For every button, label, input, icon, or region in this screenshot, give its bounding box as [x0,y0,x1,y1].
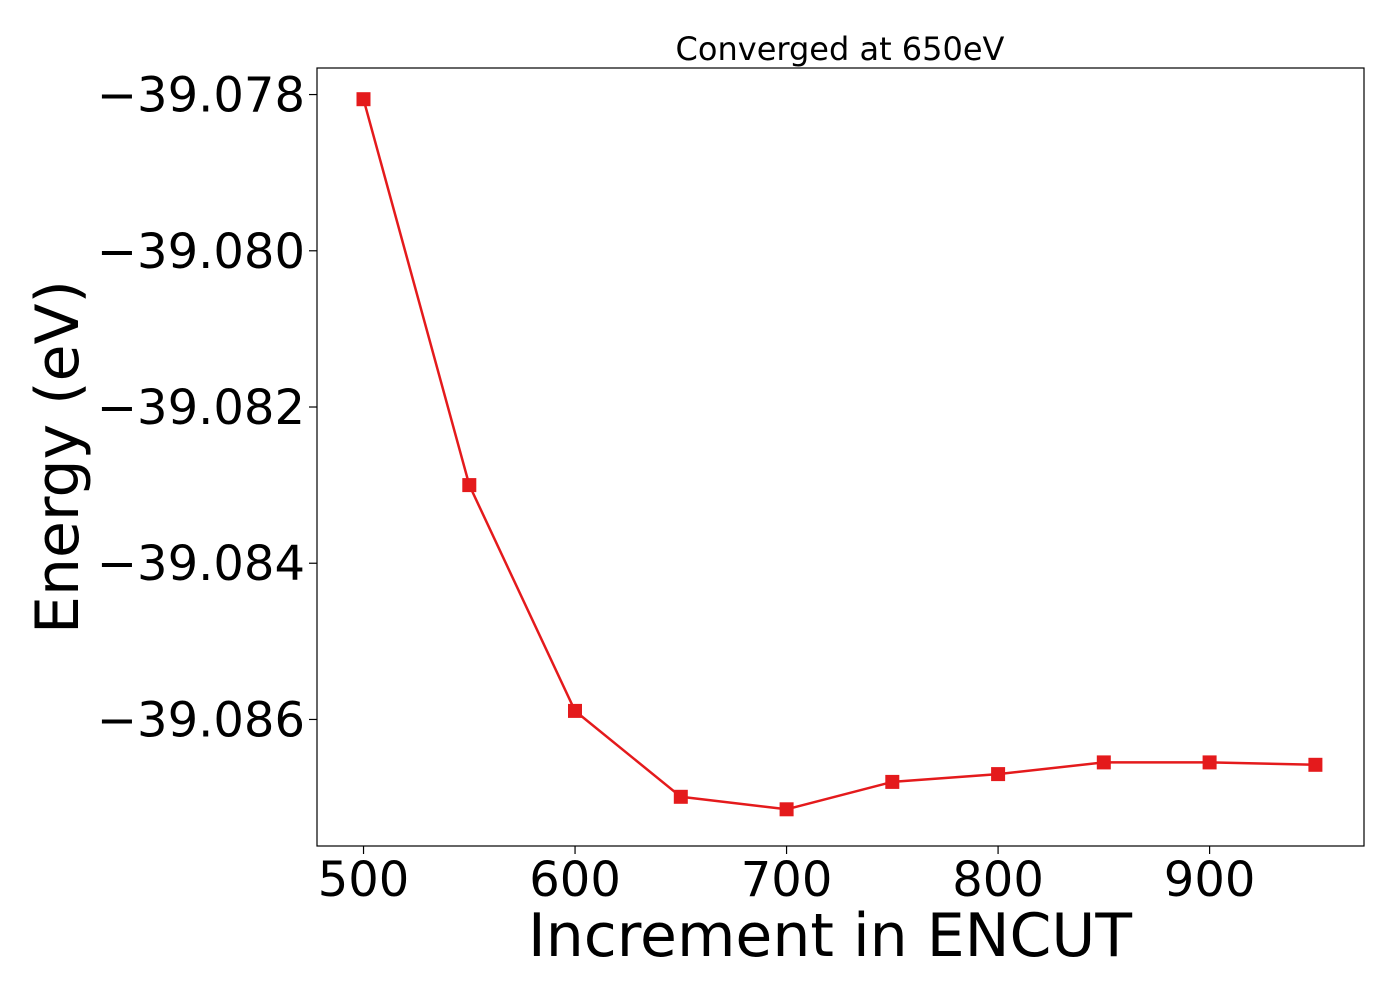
plot-area-frame [316,67,1365,847]
series-line [362,98,1316,811]
series-layer [356,92,1323,817]
data-point-marker [1202,755,1217,770]
x-tick-label: 800 [952,852,1044,908]
data-point-marker [885,774,900,789]
x-tick-label: 600 [529,852,621,908]
x-axis-title: Increment in ENCUT [528,901,1132,971]
y-tick-label: −39.080 [97,224,305,280]
x-axis-ticks: 500 600 700 800 900 [318,846,1256,908]
y-tick-label: −39.078 [97,68,305,124]
data-point-marker [1308,757,1323,772]
x-tick-label: 700 [741,852,833,908]
data-point-marker [779,802,794,817]
data-point-marker [568,703,582,718]
chart-title: Converged at 650eV [676,30,1005,68]
y-axis-title: Energy (eV) [23,280,93,634]
x-tick-label: 500 [318,852,410,908]
y-tick-label: −39.084 [97,536,305,592]
data-point-marker [673,789,688,804]
y-tick-label: −39.086 [97,692,305,748]
x-tick-label: 900 [1164,852,1256,908]
data-point-marker [991,767,1006,782]
y-axis-ticks: −39.078 −39.080 −39.082 −39.084 −39.086 [97,68,317,748]
data-point-marker [356,92,371,107]
data-point-marker [1096,755,1111,770]
data-point-marker [462,478,477,493]
y-tick-label: −39.082 [97,380,305,436]
